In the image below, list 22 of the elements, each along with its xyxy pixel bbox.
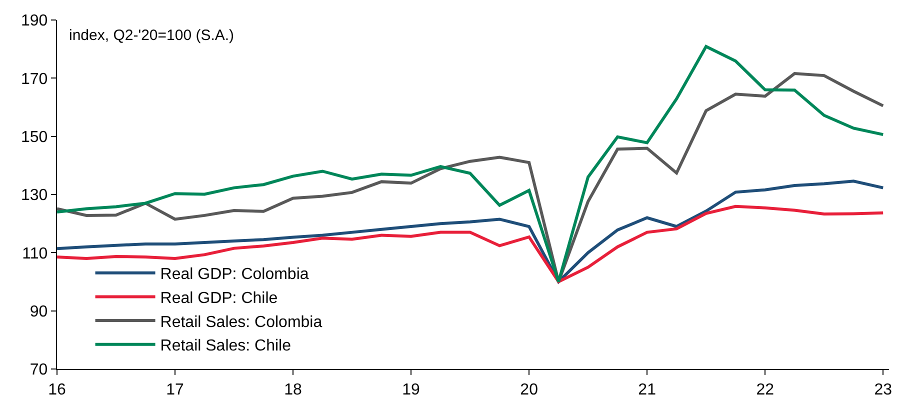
x-tick-label: 21 (638, 381, 656, 398)
legend-label: Retail Sales: Chile (160, 338, 292, 355)
line-series (57, 180, 885, 284)
y-tick-label: 70 (30, 362, 48, 379)
x-tick-label: 17 (166, 381, 184, 398)
legend-label: Real GDP: Colombia (160, 266, 309, 284)
x-tick-label: 22 (756, 381, 774, 398)
y-tick-label: 110 (22, 245, 48, 262)
annotation: index, Q2-'20=100 (S.A.) (69, 27, 234, 44)
y-tick-label: 150 (20, 128, 48, 146)
legend-label: Retail Sales: Colombia (160, 314, 322, 331)
y-tick-label: 90 (30, 303, 48, 320)
x-tick-label: 16 (48, 381, 66, 398)
y-tick-label: 190 (20, 12, 48, 30)
y-tick-label: 170 (20, 70, 48, 88)
x-tick-label: 19 (402, 381, 420, 398)
x-tick-label: 18 (284, 381, 302, 398)
line-series (57, 204, 885, 284)
x-tick-label: 20 (520, 381, 538, 398)
legend-label: Real GDP: Chile (160, 290, 278, 307)
x-tick-label: 23 (874, 381, 892, 398)
y-tick-label: 130 (20, 187, 48, 204)
